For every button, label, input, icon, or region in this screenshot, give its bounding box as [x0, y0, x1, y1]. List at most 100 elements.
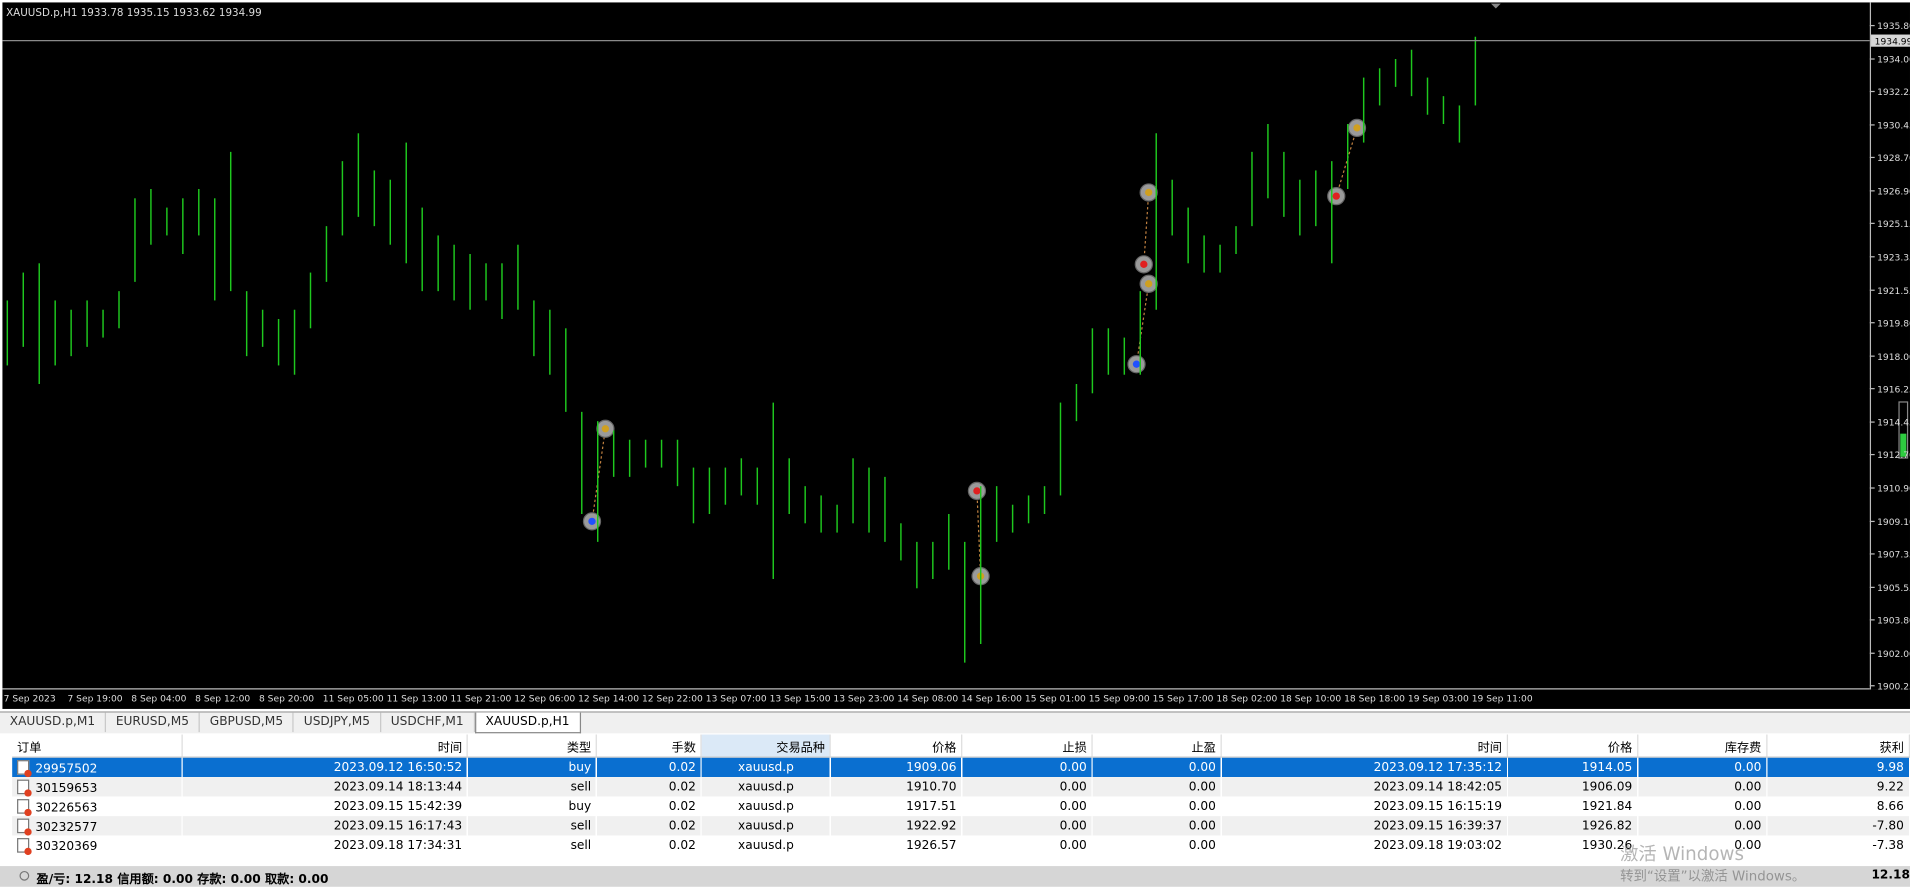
cell: 1909.06 — [830, 757, 962, 778]
trade-link — [1143, 192, 1150, 265]
order-id: 30320369 — [35, 839, 98, 854]
y-tick-label: 1912.70 — [1877, 451, 1910, 461]
cell: xauusd.p — [701, 777, 831, 797]
cell: 0.00 — [1734, 799, 1762, 814]
y-tick-label: 1907.35 — [1877, 551, 1910, 561]
cell: 1910.70 — [830, 777, 962, 797]
trade-icon-core — [1145, 280, 1153, 288]
cell: 0.02 — [668, 838, 696, 853]
y-tick-label: 1932.25 — [1877, 88, 1910, 98]
column-header[interactable]: 订单 — [12, 734, 184, 758]
cell: 2023.09.15 16:15:19 — [1373, 799, 1502, 814]
cell: 29957502 — [12, 757, 183, 778]
y-tick-label: 1909.10 — [1877, 518, 1910, 528]
order-icon — [17, 817, 32, 836]
y-tick-label: 1916.25 — [1877, 385, 1910, 395]
column-header[interactable]: 时间 — [182, 734, 469, 758]
x-tick-label: 15 Sep 01:00 — [1025, 695, 1086, 705]
cell: xauusd.p — [701, 816, 831, 836]
cell: 0.00 — [1637, 757, 1767, 778]
trade-icon-core — [1132, 360, 1141, 368]
y-tick-label: 1902.00 — [1877, 650, 1910, 660]
cell: 0.02 — [596, 816, 702, 836]
cell: 0.00 — [1092, 757, 1222, 778]
cell: 2023.09.14 18:13:44 — [182, 777, 468, 797]
cell: 30226563 — [12, 797, 182, 816]
trade-row[interactable]: 30159653 2023.09.14 18:13:44 sell 0.02 xauus… — [12, 777, 1910, 797]
cell: xauusd.p — [738, 799, 794, 814]
column-header[interactable]: 时间 — [1221, 734, 1509, 758]
y-tick-label: 1923.35 — [1877, 253, 1910, 263]
chart-tab[interactable]: USDCHF,M1 — [381, 712, 475, 733]
scroll-indicator — [1898, 401, 1909, 459]
cell: 0.00 — [1637, 777, 1767, 797]
column-header[interactable]: 类型 — [467, 734, 598, 758]
column-header[interactable]: 获利 — [1766, 734, 1910, 758]
trade-row[interactable]: 30226563 2023.09.15 15:42:39 buy 0.02 xauusd… — [12, 797, 1909, 816]
x-tick-label: 12 Sep 22:00 — [642, 695, 703, 705]
column-header[interactable]: 手数 — [596, 734, 702, 758]
column-header[interactable]: 价格 — [1507, 734, 1639, 758]
cell: 2023.09.12 16:50:52 — [182, 757, 468, 778]
trade-icon-core — [601, 425, 610, 433]
trade-table: 订单 时间 类型 手数 交易品种 价格 止损 止盈 时间 价格 库存费 获利 29957502 2023… — [12, 734, 1910, 856]
chart-tab[interactable]: USDJPY,M5 — [294, 712, 382, 733]
chart-tab[interactable]: XAUUSD.p,M1 — [0, 712, 107, 733]
x-tick-label: 8 Sep 04:00 — [131, 695, 186, 705]
order-id: 30159653 — [35, 781, 98, 795]
order-icon — [17, 759, 32, 777]
chart-tab[interactable]: GBPUSD,M5 — [200, 712, 295, 733]
cell: 0.00 — [1059, 838, 1087, 853]
order-id: 29957502 — [35, 761, 98, 776]
chart-tab[interactable]: XAUUSD.p,H1 — [474, 712, 581, 734]
total-profit: 12.18 — [1871, 868, 1910, 882]
trade-icon-core — [1353, 124, 1361, 132]
trade-row[interactable]: 30232577 2023.09.15 16:17:43 sell 0.02 xauus… — [12, 816, 1910, 836]
price-chart: XAUUSD.p,H1 1933.78 1935.15 1933.62 1934… — [2, 2, 1910, 709]
cell: buy — [568, 799, 592, 814]
x-tick-label: 8 Sep 20:00 — [259, 695, 314, 705]
watermark-subtitle: 转到“设置”以激活 Windows。 — [1620, 868, 1806, 885]
y-tick-label: 1905.55 — [1877, 584, 1910, 594]
cell: -7.80 — [1766, 816, 1910, 836]
trade-link — [1335, 127, 1358, 197]
x-tick-label: 19 Sep 03:00 — [1408, 695, 1469, 705]
x-tick-label: 18 Sep 10:00 — [1280, 695, 1341, 705]
cell: sell — [467, 816, 597, 836]
column-header[interactable]: 止损 — [961, 734, 1093, 758]
trade-row[interactable]: 29957502 2023.09.12 16:50:52 buy 0.02 xauusd… — [12, 757, 1910, 778]
cell: 30159653 — [12, 777, 183, 797]
column-header[interactable]: 价格 — [830, 734, 963, 758]
cell: 1917.51 — [906, 799, 957, 814]
y-tick-label: 1903.80 — [1877, 617, 1910, 627]
order-id: 30226563 — [35, 800, 98, 815]
cell: 1926.57 — [906, 838, 957, 853]
x-tick-label: 13 Sep 07:00 — [706, 695, 767, 705]
y-tick-label: 1918.00 — [1877, 353, 1910, 363]
cell: 1921.84 — [1581, 799, 1633, 814]
cell: 1906.09 — [1507, 777, 1638, 797]
cell: buy — [467, 757, 597, 778]
watermark-title: 激活 Windows — [1620, 842, 1745, 865]
x-tick-label: 18 Sep 02:00 — [1216, 695, 1277, 705]
trade-icon-core — [588, 517, 596, 526]
y-tick-label: 1925.15 — [1877, 220, 1910, 230]
cell: 0.00 — [961, 816, 1093, 836]
column-header[interactable]: 交易品种 — [701, 734, 832, 758]
order-icon — [17, 778, 32, 797]
cell: 2023.09.18 19:03:02 — [1373, 838, 1502, 853]
cell: 2023.09.12 17:35:12 — [1221, 757, 1508, 778]
trade-icon-core — [1140, 260, 1148, 268]
x-tick-label: 12 Sep 14:00 — [578, 695, 639, 705]
trade-row[interactable]: 30320369 2023.09.18 17:34:31 sell 0.02 xauus… — [12, 836, 1909, 855]
order-id: 30232577 — [35, 820, 98, 834]
x-tick-label: 7 Sep 19:00 — [67, 695, 122, 705]
chart-tab[interactable]: EURUSD,M5 — [106, 712, 201, 733]
column-header[interactable]: 止盈 — [1092, 734, 1222, 758]
x-tick-label: 11 Sep 05:00 — [323, 695, 384, 705]
cell: 1914.05 — [1507, 757, 1638, 778]
column-header[interactable]: 库存费 — [1637, 734, 1768, 758]
x-tick-label: 13 Sep 15:00 — [770, 695, 831, 705]
cell: 2023.09.15 16:17:43 — [182, 816, 468, 836]
